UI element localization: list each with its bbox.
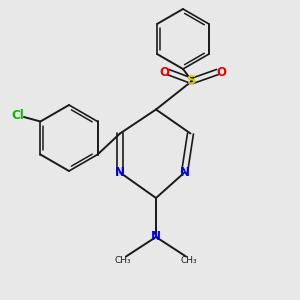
Text: CH₃: CH₃	[181, 256, 197, 265]
Text: N: N	[179, 166, 190, 179]
Text: N: N	[151, 230, 161, 244]
Text: O: O	[216, 65, 226, 79]
Text: S: S	[187, 74, 197, 88]
Text: Cl: Cl	[11, 109, 24, 122]
Text: O: O	[159, 65, 170, 79]
Text: CH₃: CH₃	[115, 256, 131, 265]
Text: N: N	[115, 166, 125, 179]
